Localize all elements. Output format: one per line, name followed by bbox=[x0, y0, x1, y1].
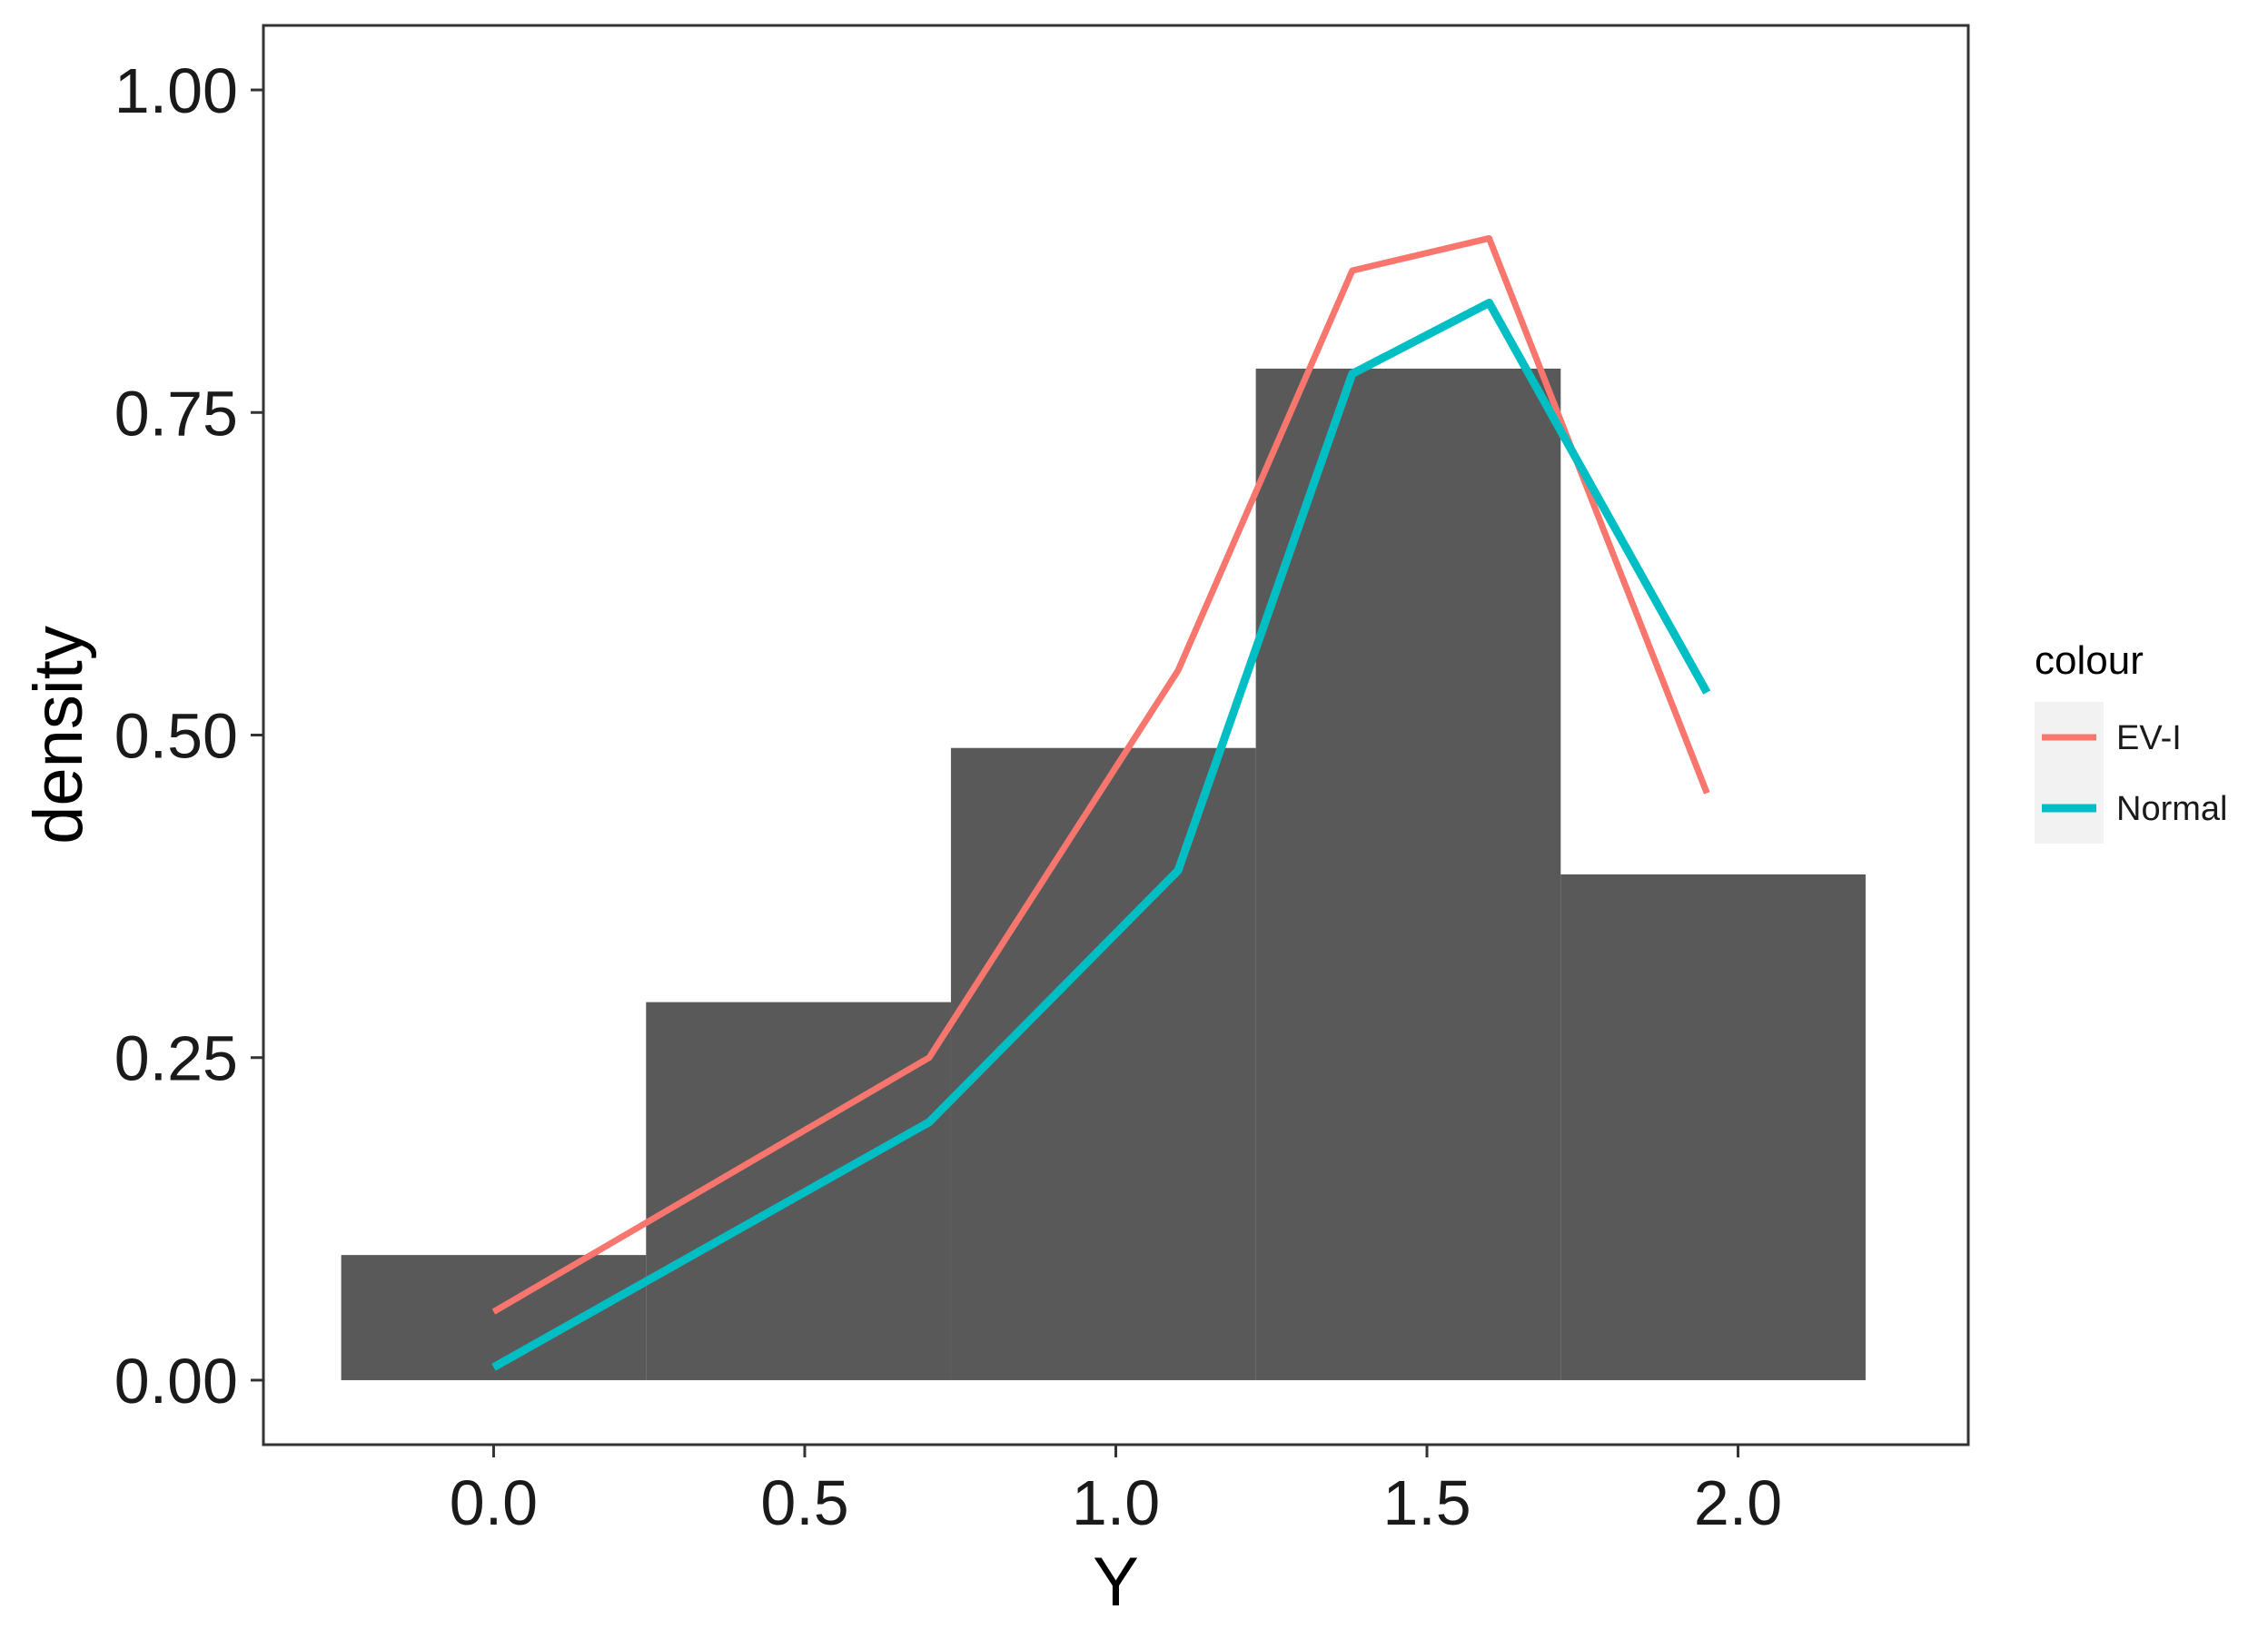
x-axis-title: Y bbox=[1093, 1544, 1139, 1621]
y-tick-label: 0.75 bbox=[114, 378, 238, 449]
legend-title: colour bbox=[2035, 638, 2144, 683]
histogram-bar-1 bbox=[341, 1255, 647, 1380]
legend-label: Normal bbox=[2116, 790, 2227, 828]
y-axis-title: density bbox=[20, 626, 97, 844]
y-tick-label: 0.00 bbox=[114, 1346, 238, 1417]
y-tick-label: 0.25 bbox=[114, 1023, 238, 1094]
legend: colour EV-I Normal bbox=[2035, 638, 2227, 844]
x-tick-label: 0.5 bbox=[760, 1467, 848, 1538]
histogram-bars bbox=[341, 368, 1866, 1380]
histogram-bar-4 bbox=[1255, 368, 1561, 1380]
x-tick-label: 1.0 bbox=[1072, 1467, 1160, 1538]
histogram-bar-3 bbox=[950, 747, 1256, 1380]
series-line-ev-i bbox=[491, 234, 1710, 1315]
density-lines bbox=[491, 234, 1711, 1371]
legend-label: EV-I bbox=[2116, 719, 2182, 757]
y-tick-label: 1.00 bbox=[114, 55, 238, 126]
x-axis: 0.0 0.5 1.0 1.5 2.0 bbox=[450, 1445, 1782, 1538]
histogram-bar-5 bbox=[1560, 874, 1866, 1380]
y-tick-label: 0.50 bbox=[114, 701, 238, 772]
x-tick-label: 0.0 bbox=[450, 1467, 538, 1538]
y-axis: 0.00 0.25 0.50 0.75 1.00 bbox=[114, 55, 263, 1417]
x-tick-label: 2.0 bbox=[1694, 1467, 1782, 1538]
series-line-normal bbox=[491, 298, 1711, 1371]
x-tick-label: 1.5 bbox=[1382, 1467, 1471, 1538]
legend-items: EV-I Normal bbox=[2035, 702, 2227, 844]
